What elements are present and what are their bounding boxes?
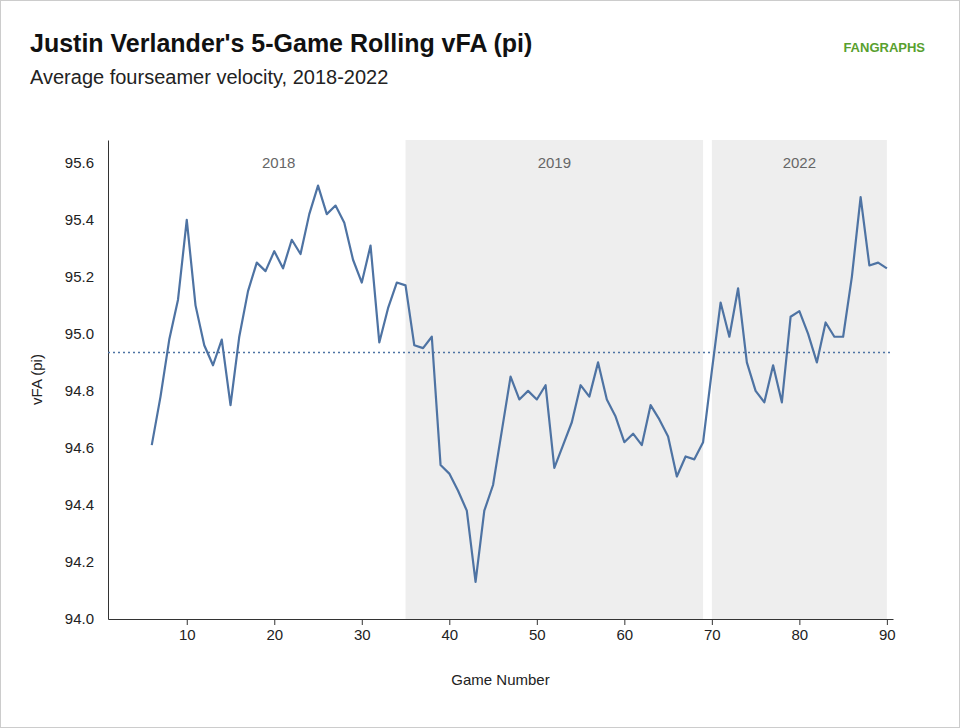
y-tick: 95.2 — [65, 268, 108, 285]
y-tick-label: 95.6 — [65, 154, 94, 171]
x-axis-line — [109, 619, 894, 620]
y-tick: 94.4 — [65, 496, 108, 513]
x-tick-mark — [537, 619, 538, 625]
x-axis-title: Game Number — [451, 671, 549, 688]
y-tick: 94.0 — [65, 610, 108, 627]
period-band — [406, 140, 704, 619]
x-tick: 30 — [354, 619, 371, 643]
y-tick: 94.2 — [65, 553, 108, 570]
x-axis: 10 20 30 40 50 60 70 80 90 — [109, 619, 896, 643]
frame — [1, 1, 960, 728]
x-tick-label: 90 — [879, 626, 896, 643]
series-line — [152, 186, 887, 582]
periods — [406, 140, 887, 619]
x-tick-label: 80 — [792, 626, 809, 643]
x-tick-label: 20 — [266, 626, 283, 643]
y-tick-label: 95.0 — [65, 325, 94, 342]
x-tick-label: 60 — [616, 626, 633, 643]
y-axis: 94.0 94.2 94.4 94.6 94.8 95.0 95.2 95.4 95.6 — [65, 141, 109, 628]
y-tick-label: 94.6 — [65, 439, 94, 456]
average-line — [108, 352, 893, 354]
y-tick: 95.0 — [65, 325, 108, 342]
x-tick-label: 70 — [704, 626, 721, 643]
subtitle: Average fourseamer velocity, 2018-2022 — [30, 66, 388, 88]
x-tick-mark — [624, 619, 625, 625]
period-band — [712, 140, 887, 619]
period-label: 2022 — [783, 154, 816, 171]
x-tick-mark — [712, 619, 713, 625]
plot-area — [108, 186, 893, 582]
x-tick-mark — [362, 619, 363, 625]
x-tick-mark — [887, 619, 888, 625]
x-tick: 70 — [704, 619, 721, 643]
x-tick-mark — [799, 619, 800, 625]
x-tick-mark — [187, 619, 188, 625]
y-tick: 94.8 — [65, 382, 108, 399]
period-label: 2018 — [262, 154, 295, 171]
chart: 94.0 94.2 94.4 94.6 94.8 95.0 95.2 95.4 95.6 10 20… — [0, 0, 960, 728]
x-tick-label: 10 — [179, 626, 196, 643]
y-axis-title: vFA (pi) — [28, 354, 45, 405]
x-tick-label: 30 — [354, 626, 371, 643]
y-axis-line — [108, 141, 109, 620]
y-tick: 95.6 — [65, 154, 108, 171]
x-tick: 60 — [616, 619, 633, 643]
y-tick-label: 95.4 — [65, 211, 94, 228]
y-tick-label: 94.0 — [65, 610, 94, 627]
y-tick: 94.6 — [65, 439, 108, 456]
x-tick: 40 — [441, 619, 458, 643]
x-tick: 80 — [792, 619, 809, 643]
y-tick-label: 94.4 — [65, 496, 94, 513]
x-tick: 10 — [179, 619, 196, 643]
x-tick-label: 40 — [441, 626, 458, 643]
x-tick-mark — [449, 619, 450, 625]
y-tick-label: 94.8 — [65, 382, 94, 399]
x-tick: 50 — [529, 619, 546, 643]
x-tick-label: 50 — [529, 626, 546, 643]
title: Justin Verlander's 5-Game Rolling vFA (p… — [30, 29, 532, 57]
period-label: 2019 — [538, 154, 571, 171]
x-tick: 90 — [879, 619, 896, 643]
y-tick-label: 94.2 — [65, 553, 94, 570]
y-tick: 95.4 — [65, 211, 108, 228]
x-tick-mark — [274, 619, 275, 625]
x-tick: 20 — [266, 619, 283, 643]
y-tick-label: 95.2 — [65, 268, 94, 285]
source-logo: FANGRAPHS — [843, 40, 925, 55]
